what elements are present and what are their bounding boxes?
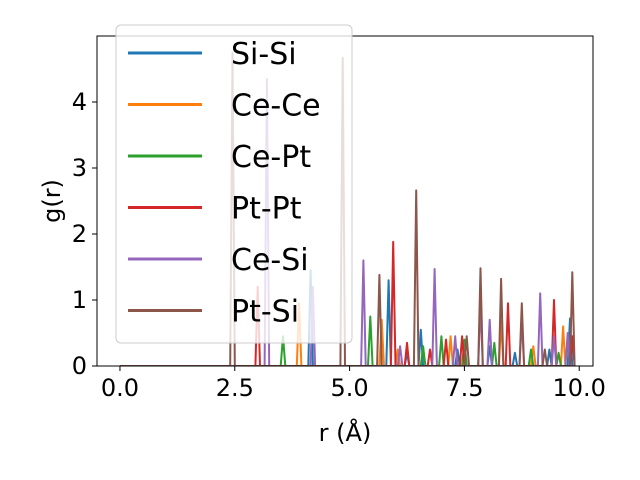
x-tick-label: 5.0 — [331, 374, 369, 402]
legend-label-si-si: Si-Si — [231, 37, 297, 72]
legend: Si-Si Ce-Ce Ce-Pt Pt-Pt Ce-Si Pt-Si — [115, 24, 353, 344]
x-tick-label: 10.0 — [553, 374, 606, 402]
series-line-pt-pt — [120, 240, 576, 366]
x-tick-label: 0.0 — [101, 374, 139, 402]
y-tick-label: 4 — [72, 88, 87, 116]
x-tick-label: 2.5 — [216, 374, 254, 402]
x-axis: 0.0 2.5 5.0 7.5 10.0 — [101, 366, 606, 402]
legend-label-ce-si: Ce-Si — [231, 243, 309, 278]
x-axis-label: r (Å) — [319, 418, 372, 447]
y-tick-label: 0 — [72, 352, 87, 380]
series-line-si-si — [120, 269, 575, 366]
x-tick-label: 7.5 — [445, 374, 483, 402]
y-axis-label: g(r) — [38, 179, 66, 223]
y-tick-label: 1 — [72, 286, 87, 314]
legend-label-ce-pt: Ce-Pt — [231, 140, 311, 175]
legend-label-pt-si: Pt-Si — [231, 295, 299, 330]
series-line-ce-ce — [120, 302, 575, 366]
y-tick-label: 3 — [72, 154, 87, 182]
y-tick-label: 2 — [72, 220, 87, 248]
series-line-ce-pt — [120, 315, 575, 366]
legend-label-pt-pt: Pt-Pt — [231, 192, 302, 227]
y-axis: 0 1 2 3 4 — [72, 88, 97, 380]
legend-label-ce-ce: Ce-Ce — [231, 89, 321, 124]
